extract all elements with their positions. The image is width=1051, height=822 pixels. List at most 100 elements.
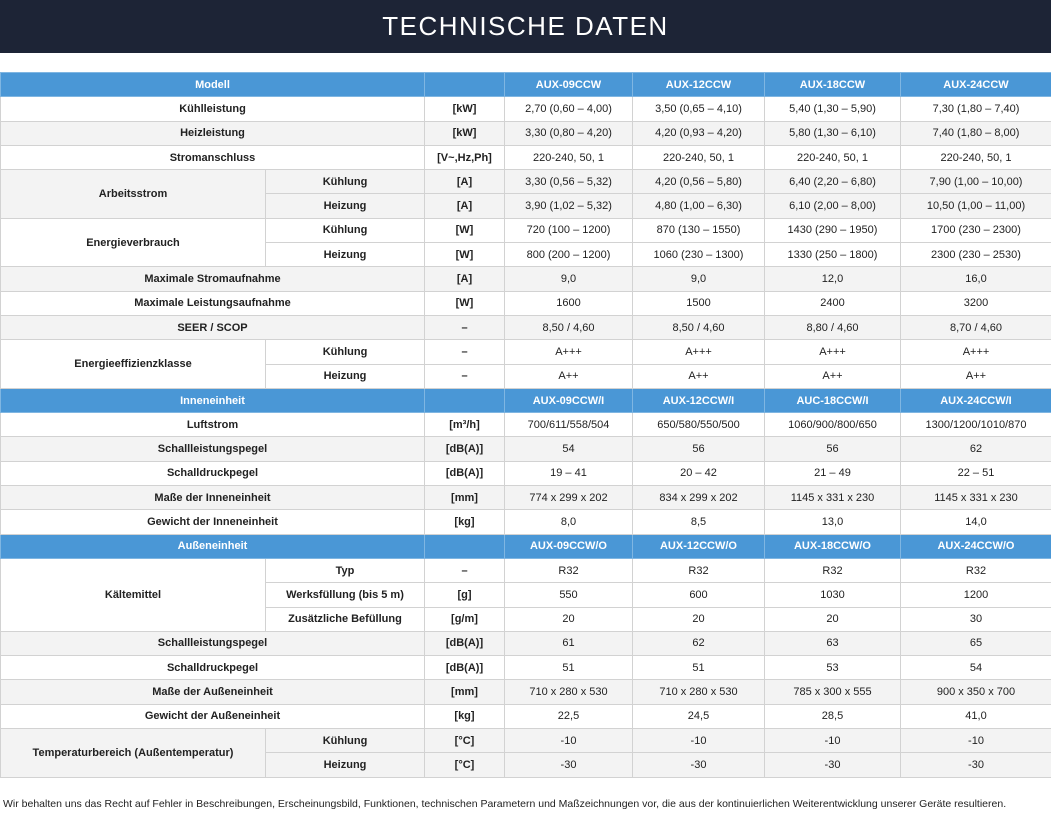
table-row: Arbeitsstrom Kühlung [A] 3,30 (0,56 – 5,32)… <box>0 169 1051 219</box>
value-cell: 1700 (230 – 2300) <box>900 217 1051 244</box>
row-label: Schalldruckpegel <box>0 460 425 487</box>
value-cell: R32 <box>504 557 633 584</box>
section-header-row: Außeneinheit AUX-09CCW/O AUX-12CCW/O AUX-18… <box>0 533 1051 559</box>
value-cell: 62 <box>632 630 765 657</box>
row-label: Stromanschluss <box>0 144 425 171</box>
value-cell: 51 <box>632 655 765 681</box>
model-name: AUX-12CCW/O <box>632 533 765 559</box>
value-cell: 1500 <box>632 290 765 316</box>
unit-cell: [W] <box>424 217 505 244</box>
unit-cell: [kW] <box>424 96 505 122</box>
value-cell: 220-240, 50, 1 <box>900 144 1051 171</box>
unit-cell: [W] <box>424 242 505 268</box>
value-cell: 870 (130 – 1550) <box>632 217 765 244</box>
unit-cell: [dB(A)] <box>424 655 505 681</box>
sub-label: Heizung <box>265 242 425 268</box>
model-name: AUX-09CCW/I <box>504 387 633 414</box>
table-row: Zusätzliche Befüllung [g/m] 20 20 20 30 <box>1 606 1051 632</box>
value-cell: 7,90 (1,00 – 10,00) <box>900 169 1051 195</box>
value-cell: 220-240, 50, 1 <box>504 144 633 171</box>
value-cell: 2400 <box>764 290 901 316</box>
table-row: Maximale Leistungsaufnahme [W] 1600 1500 240… <box>0 290 1051 316</box>
value-cell: 30 <box>900 606 1051 632</box>
table-row: Temperaturbereich (Außentemperatur) Kühlu… <box>0 728 1051 778</box>
value-cell: 63 <box>764 630 901 657</box>
value-cell: 10,50 (1,00 – 11,00) <box>900 193 1051 219</box>
row-label: SEER / SCOP <box>0 314 425 341</box>
row-label: Schalldruckpegel <box>0 655 425 681</box>
model-name: AUC-18CCW/I <box>764 387 901 414</box>
value-cell: -30 <box>504 752 633 778</box>
value-cell: 785 x 300 x 555 <box>764 679 901 705</box>
row-label: Kältemittel <box>0 557 266 632</box>
unit-cell: – <box>424 339 505 365</box>
value-cell: 710 x 280 x 530 <box>504 679 633 705</box>
value-cell: A+++ <box>504 339 633 365</box>
value-cell: 1300/1200/1010/870 <box>900 412 1051 438</box>
section-header-row: Modell AUX-09CCW AUX-12CCW AUX-18CCW AUX-24C… <box>0 71 1051 98</box>
value-cell: 20 <box>632 606 765 632</box>
value-cell: 550 <box>504 582 633 608</box>
value-cell: 65 <box>900 630 1051 657</box>
value-cell: 800 (200 – 1200) <box>504 242 633 268</box>
value-cell: 54 <box>504 436 633 462</box>
value-cell: 5,40 (1,30 – 5,90) <box>764 96 901 122</box>
unit-cell: [kW] <box>424 120 505 146</box>
table-row: Kühlleistung [kW] 2,70 (0,60 – 4,00) 3,50 (… <box>0 96 1051 122</box>
value-cell: 720 (100 – 1200) <box>504 217 633 244</box>
model-name: AUX-24CCW/I <box>900 387 1051 414</box>
model-name: AUX-09CCW/O <box>504 533 633 559</box>
value-cell: 900 x 350 x 700 <box>900 679 1051 705</box>
unit-cell: – <box>424 363 505 389</box>
value-cell: 220-240, 50, 1 <box>764 144 901 171</box>
sub-label: Werksfüllung (bis 5 m) <box>265 582 425 608</box>
value-cell: 8,70 / 4,60 <box>900 314 1051 341</box>
value-cell: R32 <box>764 557 901 584</box>
value-cell: A++ <box>632 363 765 389</box>
value-cell: A+++ <box>900 339 1051 365</box>
row-label: Maße der Außeneinheit <box>0 679 425 705</box>
unit-cell: – <box>424 314 505 341</box>
model-name: AUX-24CCW/O <box>900 533 1051 559</box>
table-row: Gewicht der Inneneinheit [kg] 8,0 8,5 13,0 14… <box>0 509 1051 535</box>
table-row: Energieeffizienzklasse Kühlung – A+++ A+++ A+… <box>0 339 1051 389</box>
value-cell: -10 <box>900 728 1051 754</box>
section-header-row: Inneneinheit AUX-09CCW/I AUX-12CCW/I AUC-18… <box>0 387 1051 414</box>
row-label: Luftstrom <box>0 412 425 438</box>
model-name: AUX-18CCW/O <box>764 533 901 559</box>
value-cell: 20 <box>504 606 633 632</box>
value-cell: 2,70 (0,60 – 4,00) <box>504 96 633 122</box>
table-row: Schallleistungspegel [dB(A)] 61 62 63 65 <box>0 630 1051 657</box>
unit-header-cell <box>424 533 505 559</box>
value-cell: 8,50 / 4,60 <box>632 314 765 341</box>
value-cell: 4,80 (1,00 – 6,30) <box>632 193 765 219</box>
value-cell: -10 <box>632 728 765 754</box>
value-cell: 1145 x 331 x 230 <box>764 485 901 511</box>
value-cell: 1030 <box>764 582 901 608</box>
value-cell: A+++ <box>632 339 765 365</box>
value-cell: 6,40 (2,20 – 6,80) <box>764 169 901 195</box>
row-label: Maximale Stromaufnahme <box>0 266 425 292</box>
value-cell: -30 <box>900 752 1051 778</box>
value-cell: 24,5 <box>632 703 765 730</box>
value-cell: 56 <box>764 436 901 462</box>
value-cell: 1330 (250 – 1800) <box>764 242 901 268</box>
row-label: Arbeitsstrom <box>0 169 266 219</box>
row-label: Gewicht der Inneneinheit <box>0 509 425 535</box>
sub-label: Kühlung <box>265 169 425 195</box>
unit-cell: [m³/h] <box>424 412 505 438</box>
row-label: Energieverbrauch <box>0 217 266 268</box>
value-cell: -10 <box>764 728 901 754</box>
value-cell: 19 – 41 <box>504 460 633 487</box>
unit-cell: [kg] <box>424 703 505 730</box>
value-cell: 774 x 299 x 202 <box>504 485 633 511</box>
value-cell: R32 <box>900 557 1051 584</box>
unit-cell: [dB(A)] <box>424 436 505 462</box>
unit-cell: [dB(A)] <box>424 460 505 487</box>
value-cell: 3200 <box>900 290 1051 316</box>
value-cell: 4,20 (0,56 – 5,80) <box>632 169 765 195</box>
row-label: Energieeffizienzklasse <box>0 339 266 389</box>
value-cell: 6,10 (2,00 – 8,00) <box>764 193 901 219</box>
unit-cell: [A] <box>424 193 505 219</box>
row-label: Kühlleistung <box>0 96 425 122</box>
